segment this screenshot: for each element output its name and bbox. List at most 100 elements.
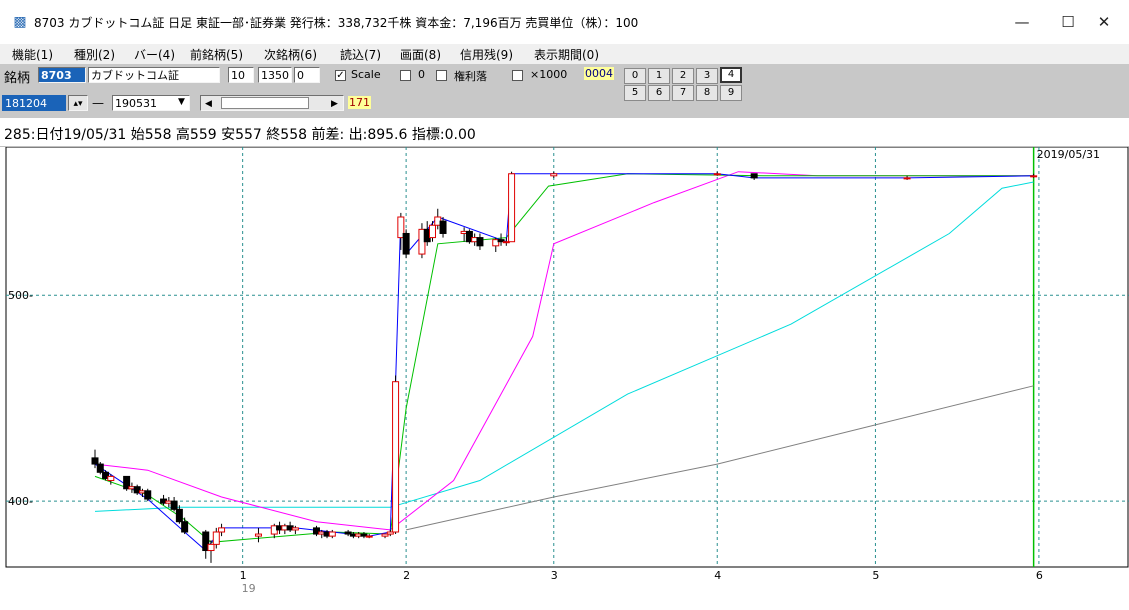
num-button-9[interactable]: 9	[720, 85, 742, 101]
num-button-0[interactable]: 0	[624, 68, 646, 84]
candle-body	[497, 239, 505, 243]
date-range-dash: —	[92, 96, 104, 110]
stock-code-input[interactable]: 8703	[38, 67, 86, 83]
start-date-field[interactable]: 181204	[2, 95, 66, 111]
menu-prev-stock[interactable]: 前銘柄(5)	[190, 48, 243, 62]
menu-bar: 機能(1) 種別(2) バー(4) 前銘柄(5) 次銘柄(6) 読込(7) 画面…	[0, 44, 1129, 64]
menu-bar-type[interactable]: バー(4)	[134, 48, 175, 62]
candle-body	[207, 543, 215, 552]
scroll-left-icon[interactable]: ◀	[205, 99, 212, 109]
num-button-4[interactable]: 4	[720, 67, 742, 83]
candle-body	[91, 457, 99, 465]
x-tick-label: 3	[551, 569, 558, 582]
menu-next-stock[interactable]: 次銘柄(6)	[264, 48, 317, 62]
candle-body	[312, 527, 320, 535]
num-button-7[interactable]: 7	[672, 85, 694, 101]
candle-body	[181, 521, 189, 533]
ma-short-line	[94, 173, 1034, 543]
menu-load[interactable]: 読込(7)	[340, 48, 381, 62]
num-button-2[interactable]: 2	[672, 68, 694, 84]
close-line	[94, 173, 1034, 552]
x-tick-label: 1	[240, 569, 247, 582]
candle-body	[144, 490, 152, 500]
candle-body	[107, 475, 115, 482]
num-button-3[interactable]: 3	[696, 68, 718, 84]
candle-body	[713, 173, 721, 176]
menu-shubetsu[interactable]: 種別(2)	[74, 48, 115, 62]
candle-body	[381, 533, 389, 537]
x1000-checkbox[interactable]	[512, 70, 523, 81]
window-title: 8703 カブドットコム証 日足 東証一部･証券業 発行株：338,732千株 …	[34, 16, 639, 30]
last-date-label: 2019/05/31	[1037, 148, 1100, 161]
candle-body	[291, 527, 299, 531]
candle-body	[254, 533, 262, 537]
menu-display-period[interactable]: 表示期間(0)	[534, 48, 599, 62]
id-badge: 0004	[584, 67, 614, 80]
chevron-down-icon[interactable]: ▼	[178, 97, 185, 107]
candle-body	[365, 535, 373, 538]
x-tick-year-label: 19	[242, 582, 256, 595]
maximize-button[interactable]: ☐	[1061, 13, 1075, 31]
stock-name-field[interactable]: カブドットコム証	[88, 67, 220, 83]
menu-screen[interactable]: 画面(8)	[400, 48, 441, 62]
quote-info: 285:日付19/05/31 始558 高559 安557 終558 前差: 出…	[4, 127, 476, 143]
period-scrollbar[interactable]: ◀ ▶	[200, 95, 344, 111]
candle-body	[392, 381, 400, 533]
menu-margin-balance[interactable]: 信用残(9)	[460, 48, 513, 62]
plot-frame	[5, 146, 1129, 568]
candle-body	[903, 177, 911, 180]
zero-label: 0	[418, 68, 425, 81]
candle-body	[550, 173, 558, 177]
candle-body	[328, 531, 336, 537]
candle-body	[492, 239, 500, 247]
candle-body	[360, 533, 368, 537]
num-button-5[interactable]: 5	[624, 85, 646, 101]
y-tick-label: 500-	[8, 289, 33, 302]
num-button-1[interactable]: 1	[648, 68, 670, 84]
close-button[interactable]: ✕	[1097, 13, 1111, 31]
candle-body	[218, 527, 226, 533]
end-date-value: 190531	[115, 97, 157, 110]
candle-body	[428, 224, 436, 239]
candle-body	[750, 173, 758, 179]
candle-body	[397, 216, 405, 239]
candle-body	[123, 475, 131, 490]
param-field-3[interactable]: 0	[294, 67, 320, 83]
zero-checkbox[interactable]	[400, 70, 411, 81]
candle-body	[439, 220, 447, 234]
menu-kinou[interactable]: 機能(1)	[12, 48, 53, 62]
candle-body	[386, 531, 394, 535]
num-button-8[interactable]: 8	[696, 85, 718, 101]
candle-body	[344, 531, 352, 535]
stock-label: 銘柄	[4, 71, 31, 86]
x-tick-label: 6	[1036, 569, 1043, 582]
candle-body	[465, 230, 473, 243]
param-field-1[interactable]: 10	[228, 67, 254, 83]
candle-body	[402, 232, 410, 255]
scroll-right-icon[interactable]: ▶	[331, 99, 338, 109]
candle-body	[170, 500, 178, 510]
candle-body	[96, 463, 104, 473]
num-button-6[interactable]: 6	[648, 85, 670, 101]
candle-body	[476, 237, 484, 247]
scroll-thumb[interactable]	[221, 97, 309, 109]
x-tick-label: 5	[872, 569, 879, 582]
x-tick-label: 2	[403, 569, 410, 582]
date-spinner[interactable]: ▴▾	[68, 95, 88, 111]
price-chart[interactable]: 400- 500- 1 19 2 3 4 5 6 2019/05/31	[0, 146, 1129, 607]
ma-xlong-line	[405, 385, 1034, 531]
candle-body	[102, 471, 110, 479]
y-tick-label: 400-	[8, 495, 33, 508]
toolbar: 銘柄 8703 カブドットコム証 10 1350 0 ✓ Scale 0 権利落…	[0, 64, 1129, 118]
ex-rights-checkbox[interactable]	[436, 70, 447, 81]
param-field-2[interactable]: 1350	[258, 67, 292, 83]
app-icon: ▩	[13, 14, 27, 30]
ex-rights-label: 権利落	[454, 70, 487, 83]
minimize-button[interactable]: —	[1014, 13, 1030, 31]
candle-body	[212, 531, 220, 545]
candle-body	[508, 173, 516, 243]
end-date-select[interactable]: 190531	[112, 95, 190, 111]
info-bar: 285:日付19/05/31 始558 高559 安557 終558 前差: 出…	[0, 118, 1129, 147]
scale-checkbox[interactable]: ✓	[335, 70, 346, 81]
scale-label: Scale	[351, 68, 381, 81]
